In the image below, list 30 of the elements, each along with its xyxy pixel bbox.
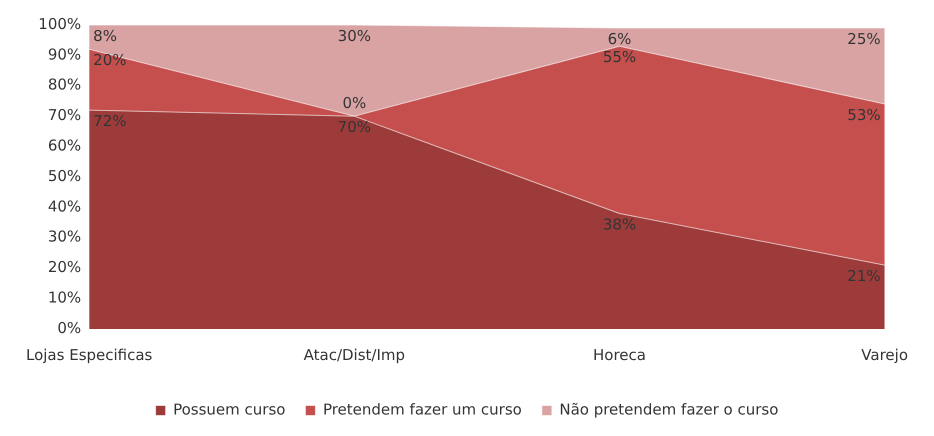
data-label: 25% bbox=[847, 30, 881, 48]
y-tick-label: 20% bbox=[48, 258, 82, 276]
x-tick-label: Lojas Especificas bbox=[26, 346, 153, 364]
y-tick-label: 90% bbox=[48, 45, 82, 64]
data-label: 53% bbox=[847, 106, 881, 124]
y-tick-label: 50% bbox=[48, 166, 82, 185]
data-label: 8% bbox=[93, 26, 117, 45]
data-label: 0% bbox=[342, 94, 366, 112]
y-tick-label: 70% bbox=[48, 106, 82, 124]
y-tick-label: 0% bbox=[57, 318, 82, 337]
x-tick-label: Horeca bbox=[593, 346, 646, 364]
data-label: 21% bbox=[847, 267, 881, 286]
x-tick-label: Atac/Dist/Imp bbox=[304, 346, 406, 364]
data-label: 20% bbox=[93, 51, 127, 70]
y-tick-label: 10% bbox=[48, 288, 82, 306]
data-label: 72% bbox=[93, 112, 127, 130]
y-tick-label: 30% bbox=[48, 228, 82, 246]
x-tick-label: Varejo bbox=[861, 346, 908, 364]
data-label: 38% bbox=[602, 215, 636, 234]
data-label: 6% bbox=[608, 30, 632, 48]
data-label: 70% bbox=[338, 118, 372, 136]
y-tick-label: 60% bbox=[48, 136, 82, 154]
legend-label: Possuem curso bbox=[173, 400, 286, 418]
data-label: 55% bbox=[602, 48, 636, 66]
legend-label: Não pretendem fazer o curso bbox=[559, 400, 778, 418]
y-tick-label: 80% bbox=[48, 76, 82, 94]
data-label: 30% bbox=[338, 26, 372, 45]
legend-label: Pretendem fazer um curso bbox=[322, 400, 522, 418]
y-tick-label: 100% bbox=[38, 14, 82, 33]
y-tick-label: 40% bbox=[48, 197, 82, 216]
